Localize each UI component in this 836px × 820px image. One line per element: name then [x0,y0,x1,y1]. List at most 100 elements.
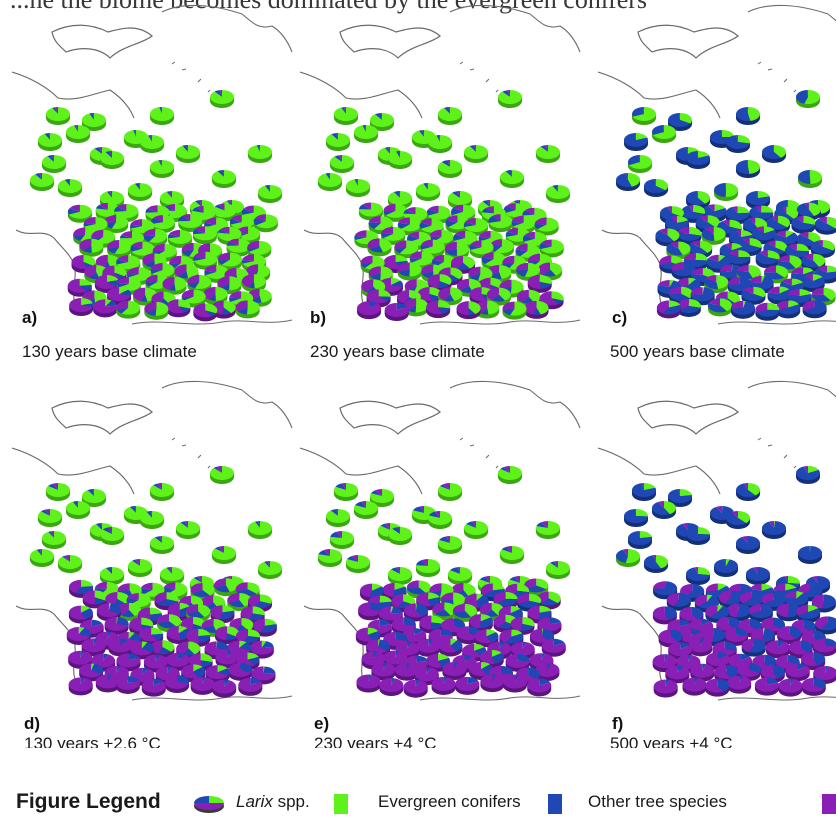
site-pie [141,678,166,697]
pie-slice [408,305,417,313]
site-pie [814,216,836,235]
pie-slice [706,256,731,269]
border-line [419,319,581,325]
pie-slice [201,618,214,628]
pie-slice [666,243,683,256]
pie-slice [69,579,82,594]
pie-slice [108,638,133,653]
pie-slice [99,191,124,205]
pie-slice [238,677,263,692]
site-pie [186,628,211,647]
pie-slice [127,183,152,197]
pie-slice [114,204,139,219]
site-pie [455,676,480,695]
pie-slice [787,289,800,297]
site-pie [736,483,760,501]
pie-slice [205,665,229,680]
pie-slice [388,191,412,206]
pie-slice [698,191,710,204]
site-pie [536,145,560,163]
pie-slice [749,238,762,249]
site-pie [546,185,570,203]
site-pie [192,226,217,245]
pie-slice [541,638,566,653]
pie-slice [652,606,668,621]
pie-slice [686,151,710,165]
pie-slice [428,135,453,150]
pie-slice [330,531,342,538]
site-pie [81,638,106,657]
pie-slice [426,653,443,668]
pie-slice [676,654,701,669]
pie-slice [503,466,510,473]
pie-slice [761,275,765,283]
pie-slice [632,483,656,497]
pie-slice [82,590,96,605]
pie-slice [64,179,70,186]
pie-slice [480,674,505,689]
pie-slice [691,628,702,636]
pie-slice [195,226,205,234]
pie-slice [197,576,202,583]
pie-slice [476,593,484,601]
pie-slice [796,203,814,217]
pie-slice [108,603,111,611]
pie-slice [141,617,154,627]
pie-slice [688,654,693,662]
pie-slice [446,215,458,223]
pie-slice [361,279,374,293]
pie-slice [739,675,743,683]
pie-slice [491,650,502,658]
site-pie [714,183,738,201]
pie-slice [536,522,548,528]
pie-slice [541,628,544,636]
pie-slice [444,107,450,114]
pie-slice [438,287,451,301]
pie-slice [121,609,135,617]
site-pie [42,155,67,173]
pie-slice [94,581,107,589]
pie-slice [658,629,679,644]
pie-slice [455,230,466,238]
pie-slice [722,130,734,138]
pie-slice [456,241,469,256]
pie-slice [762,521,786,535]
pie-slice [444,241,457,251]
pie-slice [390,280,403,287]
pie-slice [690,663,715,678]
pie-slice [813,677,826,690]
pie-slice [463,255,476,269]
map-panel-b: b) 230 years base climate [300,2,590,372]
pie-slice [355,627,373,642]
pie-slice [679,619,691,627]
island-marks [171,61,211,93]
pie-slice [527,274,541,289]
pie-slice [689,226,702,236]
pie-slice [409,251,422,259]
map-panel-a: a) 130 years base climate [12,2,302,372]
pie-slice [639,531,640,538]
pie-slice [672,262,696,277]
pie-slice [263,666,265,674]
pie-slice [812,274,823,282]
pie-slice [150,511,152,518]
pie-slice [204,270,217,276]
pie-slice [419,222,432,229]
pie-slice [664,654,669,662]
pie-slice [198,628,211,636]
site-pie [358,602,383,621]
pie-slice [229,276,242,291]
pie-slice [474,629,492,644]
pie-slice [366,639,388,654]
pie-slice [102,527,112,534]
pie-slice [151,291,164,305]
pie-slice [108,527,112,534]
pie-slice [81,303,94,308]
pie-slice [373,651,378,659]
site-pie [632,107,656,125]
pie-slice [149,228,168,243]
pie-slice [161,107,162,114]
pie-slice [52,107,58,114]
pie-slice [669,286,682,295]
pie-slice [440,628,453,636]
